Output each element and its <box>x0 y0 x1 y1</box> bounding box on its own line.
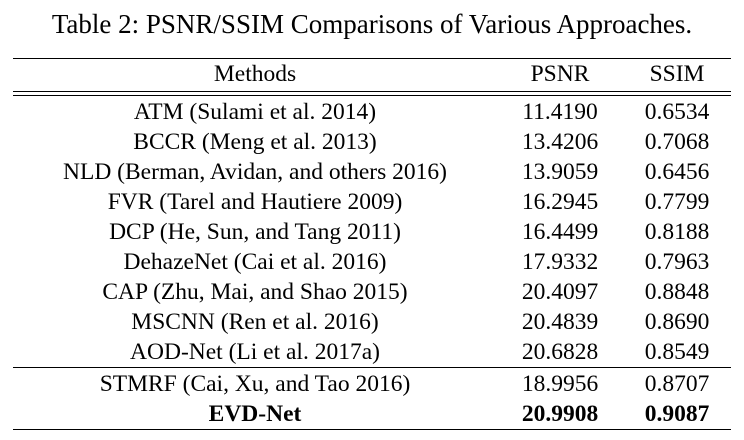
header-methods: Methods <box>213 61 297 87</box>
table-group-2: STMRF (Cai, Xu, and Tao 2016) 18.9956 0.… <box>13 368 731 429</box>
ssim-cell: 0.8549 <box>644 338 710 365</box>
method-cell: CAP (Zhu, Mai, and Shao 2015) <box>102 278 408 305</box>
table-row: MSCNN (Ren et al. 2016) 20.4839 0.8690 <box>13 307 731 337</box>
ssim-cell: 0.8707 <box>644 370 710 397</box>
table-row: DCP (He, Sun, and Tang 2011) 16.4499 0.8… <box>13 217 731 247</box>
table-caption: Table 2: PSNR/SSIM Comparisons of Variou… <box>51 9 693 39</box>
method-cell: DehazeNet (Cai et al. 2016) <box>123 248 387 275</box>
method-cell: MSCNN (Ren et al. 2016) <box>131 308 379 335</box>
method-cell: BCCR (Meng et al. 2013) <box>133 128 377 155</box>
psnr-cell: 17.9332 <box>521 248 599 275</box>
table-header-row: Methods PSNR SSIM <box>13 59 731 90</box>
method-cell: AOD-Net (Li et al. 2017a) <box>130 338 380 365</box>
table-row: ATM (Sulami et al. 2014) 11.4190 0.6534 <box>13 97 731 127</box>
table-group-1: ATM (Sulami et al. 2014) 11.4190 0.6534 … <box>13 96 731 367</box>
comparison-table: Methods PSNR SSIM ATM (Sulami et al. 201… <box>13 58 731 430</box>
ssim-cell: 0.9087 <box>644 400 710 427</box>
psnr-cell: 13.9059 <box>521 158 599 185</box>
ssim-cell: 0.8188 <box>644 218 710 245</box>
table-row: AOD-Net (Li et al. 2017a) 20.6828 0.8549 <box>13 337 731 367</box>
psnr-cell: 20.4839 <box>521 308 599 335</box>
psnr-cell: 11.4190 <box>522 98 598 125</box>
ssim-cell: 0.7799 <box>644 188 710 215</box>
table-row: DehazeNet (Cai et al. 2016) 17.9332 0.79… <box>13 247 731 277</box>
group-separator-rule <box>13 367 731 368</box>
table-row: FVR (Tarel and Hautiere 2009) 16.2945 0.… <box>13 187 731 217</box>
ssim-cell: 0.7068 <box>644 128 710 155</box>
table-row: STMRF (Cai, Xu, and Tao 2016) 18.9956 0.… <box>13 369 731 399</box>
ssim-cell: 0.6456 <box>644 158 710 185</box>
psnr-cell: 18.9956 <box>521 370 599 397</box>
table-row: NLD (Berman, Avidan, and others 2016) 13… <box>13 157 731 187</box>
method-cell: EVD-Net <box>208 400 302 427</box>
psnr-cell: 16.4499 <box>521 218 599 245</box>
table-bottom-rule <box>13 429 731 430</box>
method-cell: NLD (Berman, Avidan, and others 2016) <box>63 158 447 185</box>
psnr-cell: 20.6828 <box>521 338 599 365</box>
table-row: BCCR (Meng et al. 2013) 13.4206 0.7068 <box>13 127 731 157</box>
method-cell: ATM (Sulami et al. 2014) <box>133 98 377 125</box>
table-row: CAP (Zhu, Mai, and Shao 2015) 20.4097 0.… <box>13 277 731 307</box>
method-cell: DCP (He, Sun, and Tang 2011) <box>109 218 401 245</box>
header-double-rule <box>13 91 731 96</box>
psnr-cell: 20.4097 <box>521 278 599 305</box>
ssim-cell: 0.6534 <box>644 98 710 125</box>
ssim-cell: 0.8690 <box>644 308 710 335</box>
method-cell: FVR (Tarel and Hautiere 2009) <box>107 188 403 215</box>
header-ssim: SSIM <box>649 61 705 87</box>
psnr-cell: 16.2945 <box>521 188 599 215</box>
psnr-cell: 13.4206 <box>521 128 599 155</box>
ssim-cell: 0.7963 <box>644 248 710 275</box>
psnr-cell: 20.9908 <box>521 400 599 427</box>
method-cell: STMRF (Cai, Xu, and Tao 2016) <box>99 370 411 397</box>
ssim-cell: 0.8848 <box>644 278 710 305</box>
header-psnr: PSNR <box>530 61 590 87</box>
table-row-highlight: EVD-Net 20.9908 0.9087 <box>13 399 731 429</box>
table-top-rule <box>13 58 731 59</box>
